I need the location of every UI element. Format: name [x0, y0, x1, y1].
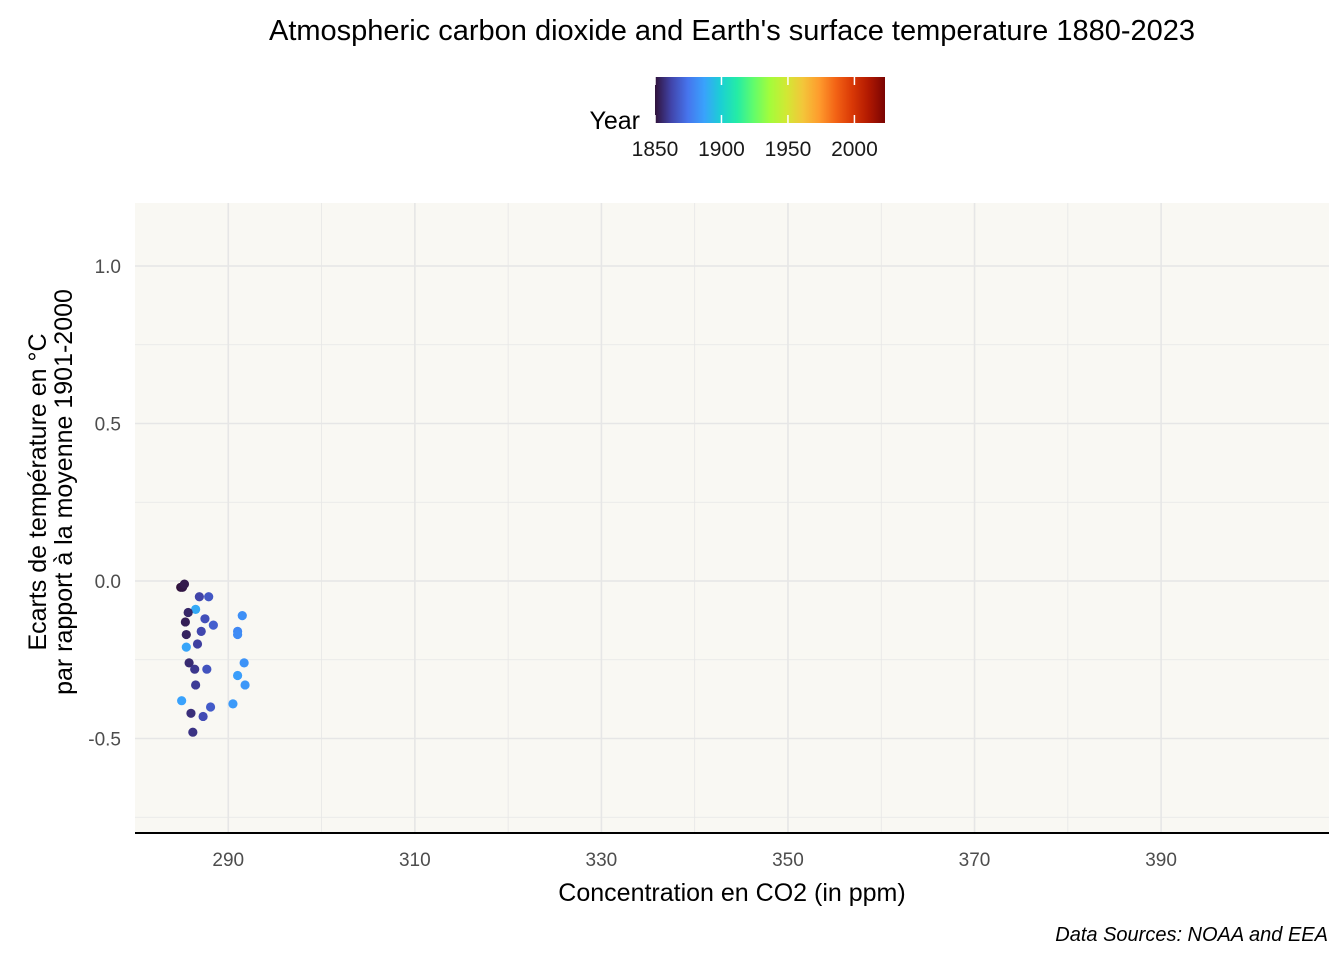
- legend-title: Year: [589, 107, 640, 135]
- y-axis-title-line-2: par rapport à la moyenne 1901-2000: [50, 289, 78, 695]
- y-axis-title-line-1: Ecarts de température en °C: [24, 333, 52, 650]
- data-point: [240, 680, 250, 690]
- data-point: [181, 642, 191, 652]
- legend-tick-label: 2000: [831, 138, 878, 161]
- data-point: [228, 699, 238, 709]
- data-point: [194, 592, 204, 602]
- data-point: [237, 611, 247, 621]
- data-point: [198, 711, 208, 722]
- y-axis-title: Ecarts de température en °C par rapport …: [24, 289, 78, 695]
- chart-title: Atmospheric carbon dioxide and Earth's s…: [269, 15, 1195, 47]
- data-point: [180, 617, 190, 627]
- data-point: [181, 629, 191, 640]
- data-point: [188, 727, 198, 737]
- data-point: [191, 680, 201, 690]
- legend-tick-label: 1950: [765, 138, 812, 161]
- data-point: [183, 607, 193, 618]
- y-tick-label: 0.0: [95, 572, 121, 593]
- grid-minor: [135, 203, 1329, 833]
- caption: Data Sources: NOAA and EEA: [1055, 924, 1328, 946]
- y-tick-label: 1.0: [95, 257, 121, 278]
- data-point: [186, 708, 196, 718]
- x-tick-label: 330: [586, 850, 618, 871]
- data-point: [179, 579, 190, 589]
- x-tick-label: 390: [1145, 850, 1177, 871]
- data-point: [202, 664, 212, 674]
- x-tick-label: 370: [959, 850, 991, 871]
- data-point: [191, 604, 201, 614]
- data-point: [177, 696, 187, 706]
- legend-tick-label: 1900: [698, 138, 745, 161]
- legend-ticks: 1850 1900 1950 2000: [632, 77, 878, 161]
- data-point: [190, 664, 200, 674]
- colorbar-legend: Year 1850 1900 1950 2000: [589, 77, 885, 161]
- colorbar: [655, 77, 885, 123]
- x-axis-title: Concentration en CO2 (in ppm): [558, 879, 905, 907]
- data-point: [233, 629, 243, 640]
- data-point: [192, 639, 203, 649]
- data-point: [184, 658, 194, 668]
- scatter-points: [176, 579, 250, 737]
- x-tick-label: 350: [772, 850, 804, 871]
- data-point: [233, 670, 243, 681]
- y-tick-labels: 1.0 0.5 0.0 -0.5: [88, 257, 121, 751]
- x-tick-label: 310: [399, 850, 431, 871]
- data-point: [239, 658, 249, 668]
- x-tick-labels: 290 310 330 350 370 390: [212, 850, 1177, 871]
- data-point: [205, 702, 216, 712]
- data-point: [204, 592, 214, 602]
- y-tick-label: -0.5: [88, 730, 121, 751]
- data-point: [200, 614, 210, 624]
- data-point: [196, 626, 206, 637]
- plot-panel: [135, 203, 1329, 833]
- data-point: [208, 620, 218, 630]
- legend-tick-label: 1850: [632, 138, 679, 161]
- y-tick-label: 0.5: [95, 415, 121, 436]
- grid-major: [135, 203, 1329, 833]
- x-tick-label: 290: [212, 850, 244, 871]
